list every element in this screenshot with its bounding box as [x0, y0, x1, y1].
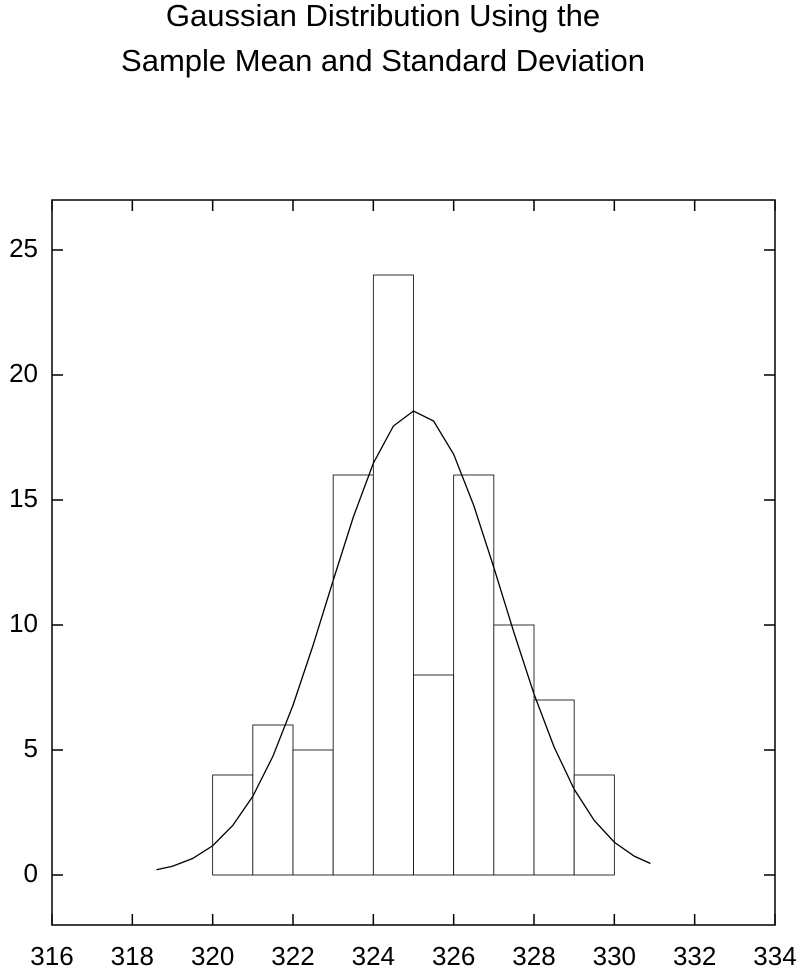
x-tick-label: 320 [191, 941, 234, 971]
chart-title: Sample Mean and Standard Deviation [121, 43, 645, 78]
y-tick-label: 15 [9, 483, 38, 513]
plot-frame [51, 199, 776, 926]
y-tick-label: 5 [24, 733, 38, 763]
x-tick-label: 318 [111, 941, 154, 971]
chart-title: Gaussian Distribution Using the [166, 0, 600, 33]
bar [533, 699, 575, 876]
x-tick-label: 332 [673, 941, 716, 971]
y-tick-label: 25 [9, 233, 38, 263]
gaussian-curve [156, 410, 651, 871]
bar [292, 749, 334, 876]
bar [453, 474, 495, 876]
x-tick-label: 316 [30, 941, 73, 971]
bar [573, 774, 615, 876]
bar [372, 274, 414, 876]
x-tick-label: 328 [512, 941, 555, 971]
y-tick-label: 10 [9, 608, 38, 638]
bar [493, 624, 535, 876]
y-tick-label: 20 [9, 358, 38, 388]
x-tick-label: 324 [352, 941, 395, 971]
x-tick-label: 330 [593, 941, 636, 971]
x-tick-label: 334 [753, 941, 796, 971]
x-tick-label: 322 [271, 941, 314, 971]
y-tick-label: 0 [24, 858, 38, 888]
bar [413, 674, 455, 876]
x-tick-label: 326 [432, 941, 475, 971]
bar [252, 724, 294, 876]
bar [332, 474, 374, 876]
